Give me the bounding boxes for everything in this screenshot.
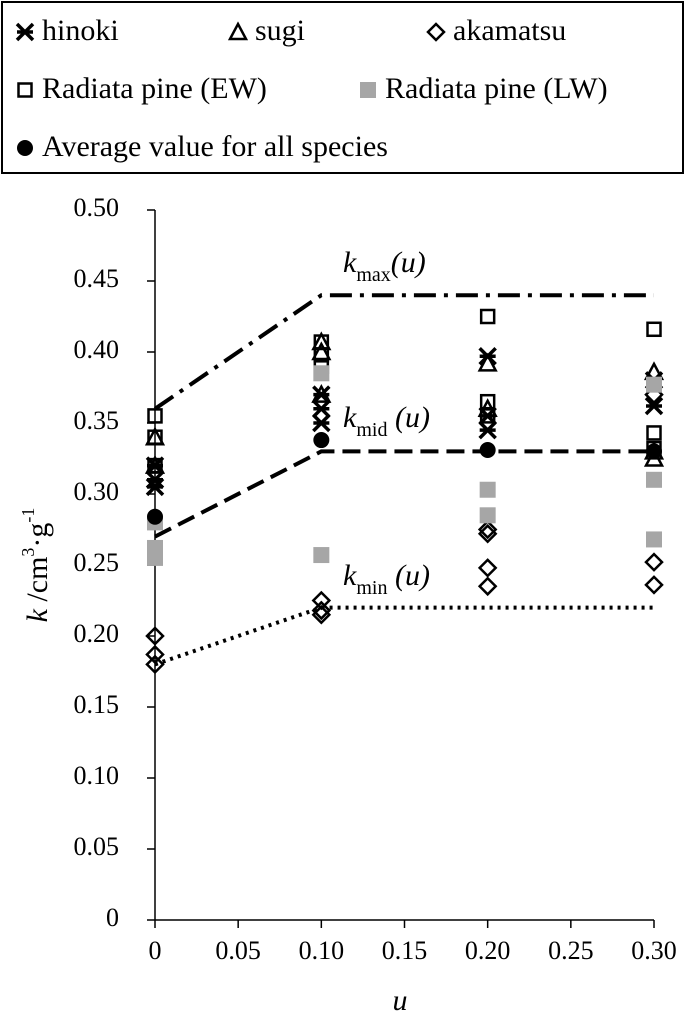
data-point (643, 361, 665, 381)
data-point (147, 549, 163, 566)
line-label-sub: mid (356, 419, 387, 441)
data-point (646, 425, 662, 441)
line-label-k: k (343, 401, 357, 434)
data-point (644, 575, 664, 595)
x-tick-label: 0.05 (215, 936, 261, 965)
y-tick-label: 0.45 (74, 264, 120, 293)
legend-label: sugi (255, 14, 305, 47)
y-axis-label: k /cm3·g-1 (18, 508, 54, 623)
x-tick-label: 0.10 (299, 936, 345, 965)
data-point (477, 352, 498, 372)
x-tick-label: 0.15 (382, 936, 428, 965)
data-point (147, 457, 163, 474)
data-point (313, 547, 330, 564)
data-point (311, 590, 332, 611)
bound-line (154, 449, 654, 539)
data-point (479, 441, 496, 458)
data-point (145, 654, 165, 675)
line-label-arg: (u) (387, 559, 429, 592)
line-label-k: k (343, 559, 357, 592)
data-point (145, 470, 165, 490)
y-label-mid: ·g (21, 523, 54, 548)
marker-stroke (312, 399, 331, 419)
marker-stroke (478, 420, 497, 440)
data-point (312, 399, 331, 419)
y-label-unit: /cm (21, 557, 54, 610)
marker-stroke (312, 413, 331, 433)
data-point (477, 558, 498, 578)
data-point (479, 308, 496, 325)
line-label-sub: max (356, 264, 390, 286)
y-label-exp: -1 (18, 508, 38, 523)
data-point (477, 519, 498, 540)
marker-stroke (644, 396, 664, 416)
legend-marker (17, 82, 33, 98)
line-label: kmin (u) (343, 559, 430, 599)
bound-line (153, 293, 654, 411)
y-label-exp: 3 (18, 548, 38, 557)
data-point (478, 420, 497, 440)
data-point (147, 508, 163, 525)
data-point (145, 626, 165, 646)
data-point (477, 576, 498, 597)
data-point (646, 531, 662, 548)
legend-marker (17, 140, 33, 156)
data-point (312, 413, 331, 433)
x-tick-label: 0.30 (631, 936, 677, 965)
legend-marker (426, 22, 446, 42)
y-tick-label: 0.30 (74, 477, 120, 506)
line-label: kmid (u) (343, 401, 430, 441)
y-tick-label: 0.35 (74, 406, 120, 435)
legend-label: akamatsu (453, 14, 566, 47)
legend-label: Radiata pine (LW) (385, 72, 608, 105)
data-point (311, 604, 332, 625)
data-point (644, 396, 664, 416)
x-tick-label: 0.25 (548, 936, 594, 965)
y-tick-label: 0.40 (74, 335, 120, 364)
line-label: kmax(u) (343, 246, 426, 286)
data-point (147, 429, 163, 445)
data-point (646, 471, 662, 488)
legend-marker (15, 22, 35, 42)
y-tick-label: 0.20 (74, 619, 120, 648)
data-point (313, 432, 330, 449)
legend-label: hinoki (42, 14, 119, 47)
data-point (145, 644, 165, 665)
legend-marker (360, 82, 376, 98)
line-label-arg: (u) (391, 246, 426, 279)
line-label-arg: (u) (387, 401, 429, 434)
marker-stroke (15, 22, 35, 42)
data-point (646, 443, 662, 460)
data-point (479, 481, 496, 498)
data-point (644, 552, 664, 572)
bound-line (154, 605, 654, 667)
y-label-k: k (21, 608, 54, 622)
data-point (646, 321, 662, 338)
data-point (646, 376, 662, 393)
y-tick-label: 0.15 (74, 690, 120, 719)
marker-stroke (145, 470, 165, 490)
data-point (311, 383, 332, 403)
y-tick-label: 0.10 (74, 761, 120, 790)
legend-label: Radiata pine (EW) (42, 72, 267, 105)
line-label-sub: min (356, 577, 387, 599)
y-tick-label: 0 (106, 903, 119, 932)
legend-label: Average value for all species (42, 130, 388, 163)
data-point (147, 408, 163, 424)
line-label-k: k (343, 246, 357, 279)
data-point (311, 600, 332, 621)
data-point (479, 507, 496, 524)
y-tick-label: 0.25 (74, 548, 120, 577)
data-point (313, 365, 330, 382)
x-tick-label: 0.20 (465, 936, 511, 965)
data-point (313, 347, 330, 363)
x-tick-label: 0 (149, 936, 162, 965)
x-axis-label: u (393, 984, 408, 1017)
y-tick-label: 0.05 (74, 832, 120, 861)
y-tick-label: 0.50 (74, 193, 120, 222)
legend-box (1, 1, 684, 174)
data-point (479, 408, 496, 424)
legend-marker (227, 21, 249, 41)
